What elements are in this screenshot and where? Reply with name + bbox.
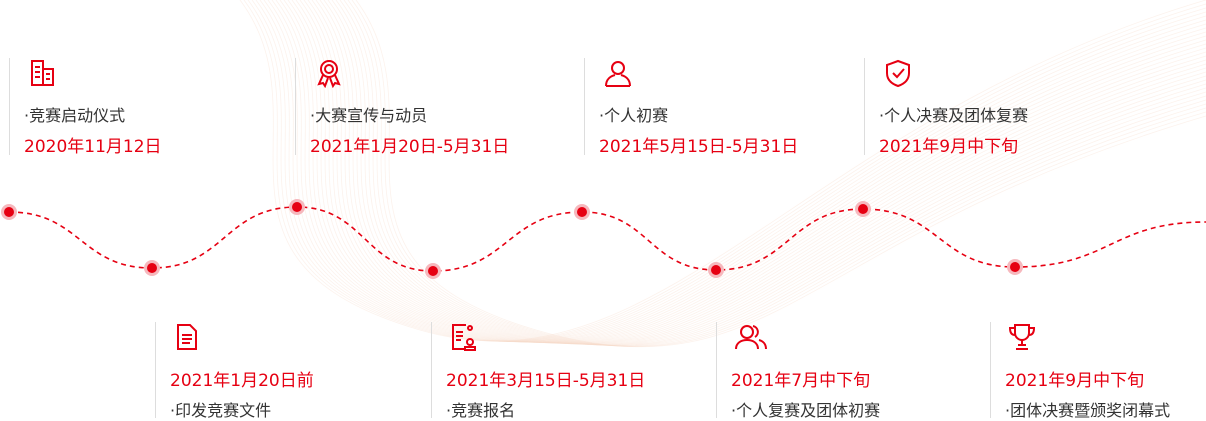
background-line — [287, 0, 1206, 344]
background-line — [267, 0, 1206, 343]
background-line — [247, 0, 1206, 342]
milestone-title: ·个人决赛及团体复赛 — [879, 106, 1029, 125]
timeline-node — [577, 207, 587, 217]
milestone-bottom-3: 2021年7月中下旬 ·个人复赛及团体初赛 — [716, 322, 881, 420]
background-line — [275, 0, 1206, 343]
background-line — [319, 0, 1206, 345]
document-icon — [177, 324, 197, 350]
milestone-title: ·印发竞赛文件 — [170, 401, 272, 420]
milestone-title: ·个人初赛 — [599, 106, 669, 125]
milestone-title: ·大赛宣传与动员 — [310, 106, 428, 125]
milestone-date: 2021年9月中下旬 — [879, 137, 1019, 157]
timeline-node — [711, 265, 721, 275]
background-line — [259, 0, 1206, 343]
milestone-top-2: ·大赛宣传与动员 2021年1月20日-5月31日 — [295, 58, 510, 157]
milestone-title: ·竞赛报名 — [446, 401, 516, 420]
award-ribbon-icon — [317, 60, 341, 88]
registration-form-icon — [452, 324, 476, 351]
milestone-title: ·竞赛启动仪式 — [24, 106, 126, 125]
timeline-node — [4, 207, 14, 217]
timeline-dashed-line — [8, 206, 1206, 272]
milestone-title: ·团体决赛暨颁奖闭幕式 — [1005, 401, 1171, 420]
background-line — [331, 0, 1206, 346]
timeline-node — [1010, 262, 1020, 272]
background-line — [255, 0, 1206, 342]
shield-check-icon — [886, 59, 910, 88]
background-line — [339, 0, 1206, 347]
group-icon — [735, 325, 767, 350]
milestone-top-1: ·竞赛启动仪式 2020年11月12日 — [9, 58, 162, 157]
person-icon — [605, 61, 631, 87]
background-line — [335, 0, 1206, 346]
milestone-date: 2021年3月15日-5月31日 — [446, 371, 646, 391]
background-line — [251, 0, 1206, 342]
background-line — [295, 0, 1206, 344]
background-line — [347, 0, 1206, 347]
background-line — [271, 0, 1206, 343]
milestone-date: 2021年5月15日-5月31日 — [599, 137, 799, 157]
building-icon — [31, 60, 54, 86]
milestone-bottom-1: 2021年1月20日前 ·印发竞赛文件 — [155, 322, 314, 420]
milestone-date: 2020年11月12日 — [24, 137, 162, 157]
background-line — [355, 0, 1206, 348]
background-line — [307, 0, 1206, 345]
background-line — [343, 0, 1206, 347]
milestone-title: ·个人复赛及团体初赛 — [731, 401, 881, 420]
background-line — [303, 0, 1206, 345]
background-line — [351, 0, 1206, 347]
background-line — [323, 0, 1206, 346]
background-line — [299, 0, 1206, 344]
background-line — [283, 0, 1206, 344]
milestone-date: 2021年1月20日-5月31日 — [310, 137, 510, 157]
trophy-icon — [1008, 324, 1036, 350]
background-line — [315, 0, 1206, 345]
milestone-top-4: ·个人决赛及团体复赛 2021年9月中下旬 — [864, 58, 1029, 157]
milestone-top-3: ·个人初赛 2021年5月15日-5月31日 — [584, 58, 799, 157]
background-line — [311, 0, 1206, 345]
timeline-node — [147, 263, 157, 273]
background-line — [263, 0, 1206, 343]
timeline-node — [858, 204, 868, 214]
background-line — [279, 0, 1206, 343]
background-line — [327, 0, 1206, 346]
milestone-bottom-2: 2021年3月15日-5月31日 ·竞赛报名 — [431, 322, 646, 420]
background-line — [291, 0, 1206, 344]
milestone-date: 2021年7月中下旬 — [731, 371, 871, 391]
milestone-date: 2021年1月20日前 — [170, 371, 314, 391]
background-line — [239, 0, 1206, 342]
background-line — [243, 0, 1206, 342]
timeline-node — [428, 266, 438, 276]
timeline-node — [292, 202, 302, 212]
milestone-bottom-4: 2021年9月中下旬 ·团体决赛暨颁奖闭幕式 — [990, 322, 1171, 420]
milestone-date: 2021年9月中下旬 — [1005, 371, 1145, 391]
